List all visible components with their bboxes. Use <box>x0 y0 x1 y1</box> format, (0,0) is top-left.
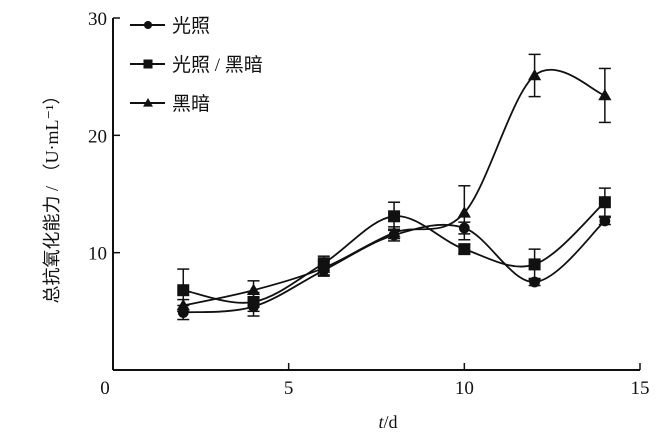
legend-label: 光照 <box>172 15 210 37</box>
triangle-marker <box>528 68 542 81</box>
triangle-marker <box>143 98 153 107</box>
x-tick-label: 15 <box>631 378 650 399</box>
y-tick-label: 30 <box>88 9 107 30</box>
legend-label: 黑暗 <box>172 93 210 115</box>
legend-label: 光照 / 黑暗 <box>172 54 263 76</box>
x-axis-label-var: t <box>378 412 384 432</box>
circle-marker <box>599 215 611 227</box>
square-marker <box>177 284 190 297</box>
x-tick-label: 10 <box>455 378 474 399</box>
square-marker <box>458 243 471 256</box>
series-group <box>176 53 612 321</box>
triangle-marker <box>317 261 331 273</box>
square-marker <box>247 295 260 308</box>
axes: 0 5 10 15 10 20 30 <box>88 9 650 399</box>
x-tick-label: 0 <box>100 378 110 399</box>
y-axis-label: 总抗氧化能力 / （U·mL⁻¹） <box>42 87 62 304</box>
legend-item: 光照 <box>130 15 210 37</box>
x-tick-label: 5 <box>284 378 294 399</box>
triangle-marker <box>598 88 612 101</box>
triangle-marker <box>387 226 401 238</box>
series-line <box>183 68 606 307</box>
legend-item: 黑暗 <box>130 93 210 115</box>
y-tick-label: 20 <box>88 126 107 147</box>
square-marker <box>598 196 611 209</box>
y-tick-label: 10 <box>88 244 107 265</box>
triangle-marker <box>176 298 190 311</box>
circle-marker <box>143 20 153 30</box>
x-axis-label-unit: /d <box>384 412 398 432</box>
x-axis-label: t/d <box>378 412 397 432</box>
square-marker <box>528 258 541 271</box>
square-marker <box>388 210 401 223</box>
triangle-marker <box>457 206 471 218</box>
square-marker <box>143 59 153 69</box>
legend-item: 光照 / 黑暗 <box>130 54 263 76</box>
triangle-marker <box>246 283 261 296</box>
series-triangle <box>176 53 612 313</box>
